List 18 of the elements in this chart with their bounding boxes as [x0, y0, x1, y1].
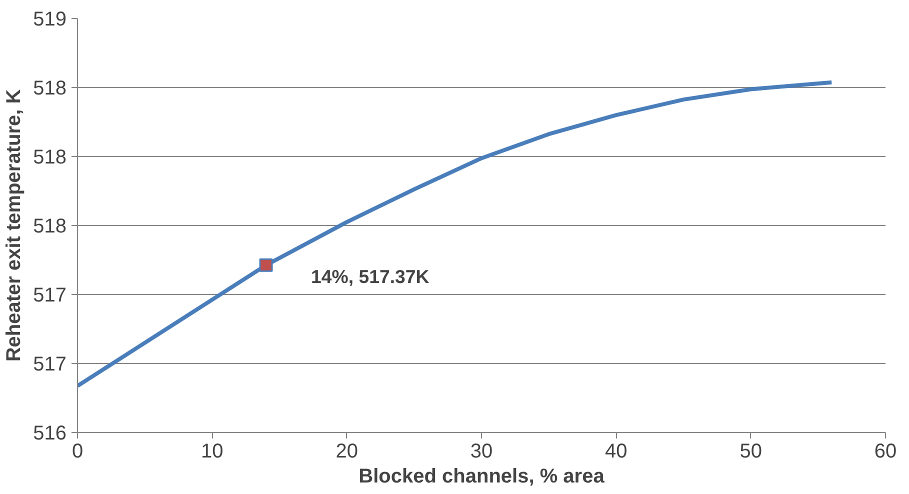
x-tick-label: 60 [874, 440, 897, 462]
x-tick-label: 20 [336, 440, 358, 462]
y-axis-title: Reheater exit temperature, K [3, 88, 26, 362]
annotation: 14%, 517.37K [311, 266, 430, 288]
x-tick-label: 30 [470, 440, 493, 462]
y-tick-label: 517 [33, 284, 67, 306]
x-axis-title: Blocked channels, % area [358, 466, 606, 488]
x-tick-label: 50 [740, 440, 762, 462]
y-tick-label: 516 [33, 422, 67, 444]
y-tick-label: 519 [33, 8, 67, 30]
y-tick-label: 518 [33, 78, 67, 100]
y-tick-label: 518 [33, 216, 67, 238]
line-series [78, 80, 834, 388]
x-tick-label: 10 [201, 440, 224, 462]
x-tick-label: 0 [72, 440, 84, 462]
y-tick-label: 518 [33, 146, 67, 168]
y-tick-label: 517 [33, 354, 67, 376]
x-tick-label: 40 [605, 440, 628, 462]
